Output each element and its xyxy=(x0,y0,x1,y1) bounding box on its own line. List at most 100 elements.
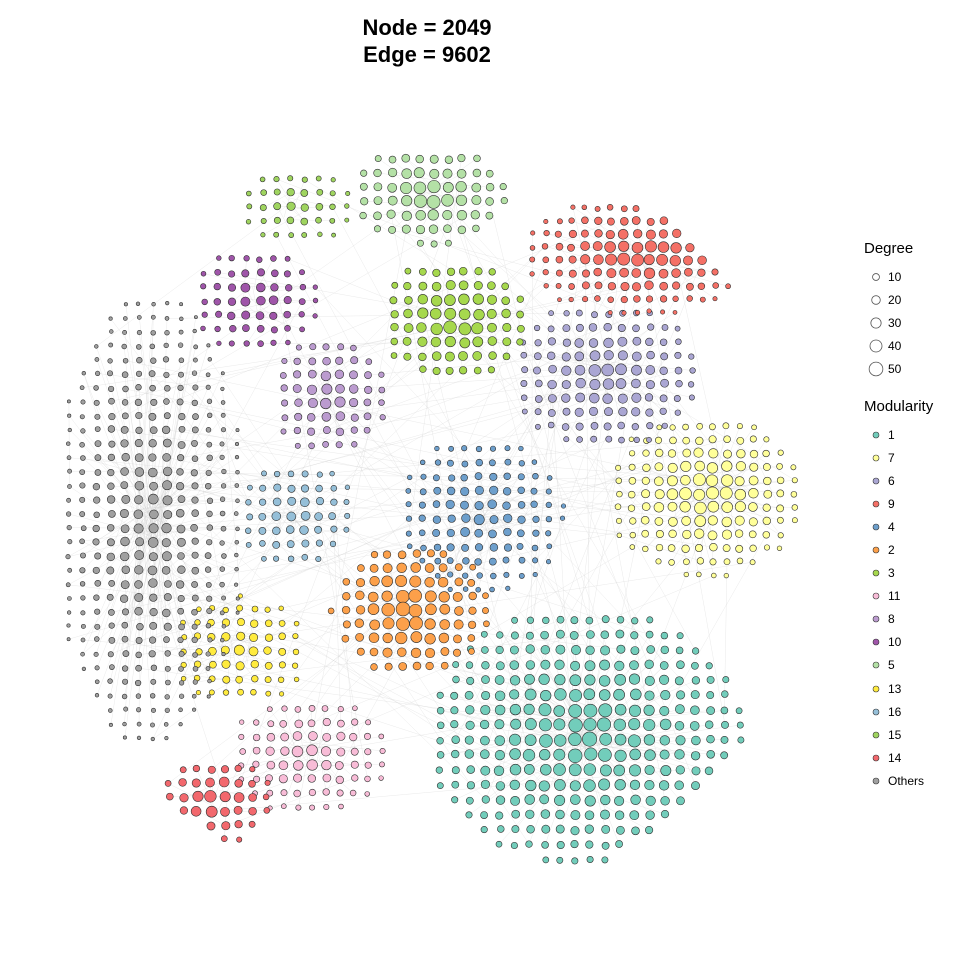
graph-node xyxy=(369,619,381,631)
graph-node xyxy=(258,527,267,535)
graph-node xyxy=(791,517,798,524)
modularity-legend-label: 8 xyxy=(888,612,895,627)
graph-edge xyxy=(111,416,156,534)
graph-node xyxy=(613,718,626,731)
graph-node xyxy=(660,352,669,361)
graph-node xyxy=(584,795,596,807)
graph-node xyxy=(149,636,157,644)
modularity-color-swatch xyxy=(864,590,888,602)
graph-node xyxy=(642,545,649,553)
graph-edge xyxy=(485,260,703,800)
graph-node xyxy=(471,195,482,206)
graph-node xyxy=(458,308,471,321)
graph-node xyxy=(504,458,512,466)
graph-node xyxy=(342,578,351,586)
graph-node xyxy=(191,778,201,788)
modularity-legend-item: 16 xyxy=(864,700,960,723)
graph-node xyxy=(509,689,520,700)
graph-node xyxy=(481,675,490,684)
graph-edge xyxy=(262,212,304,235)
graph-node xyxy=(94,357,100,362)
graph-node xyxy=(495,811,504,820)
graph-edge xyxy=(138,221,611,416)
graph-node xyxy=(234,454,240,460)
graph-node xyxy=(621,310,627,316)
graph-node xyxy=(509,703,522,716)
graph-node xyxy=(205,427,212,433)
modularity-color-swatch xyxy=(864,659,888,671)
graph-node xyxy=(585,645,595,655)
graph-node xyxy=(416,239,424,247)
graph-node xyxy=(79,414,85,420)
graph-node xyxy=(359,182,368,191)
graph-node xyxy=(164,707,170,713)
graph-edge xyxy=(109,512,153,682)
graph-node xyxy=(395,575,408,587)
graph-node xyxy=(286,201,296,211)
graph-node xyxy=(776,504,784,513)
graph-node xyxy=(218,776,230,788)
graph-node xyxy=(207,678,212,684)
graph-node xyxy=(360,169,368,177)
graph-node xyxy=(434,573,441,579)
graph-node xyxy=(92,524,100,533)
graph-edge xyxy=(393,333,468,356)
graph-node xyxy=(694,528,705,539)
graph-node xyxy=(675,646,684,655)
graph-node xyxy=(285,525,295,534)
graph-edge xyxy=(406,186,429,230)
graph-node xyxy=(707,500,720,513)
graph-node xyxy=(673,395,681,402)
graph-node xyxy=(538,673,550,685)
graph-edge xyxy=(211,769,214,812)
graph-node xyxy=(554,659,565,670)
graph-edge xyxy=(298,229,407,808)
graph-node xyxy=(672,228,682,239)
graph-node xyxy=(505,585,511,591)
graph-node xyxy=(605,230,615,240)
graph-node xyxy=(485,211,494,220)
graph-node xyxy=(256,256,263,263)
graph-node xyxy=(600,794,611,806)
graph-edge xyxy=(69,429,162,524)
graph-node xyxy=(134,398,143,407)
graph-node xyxy=(628,718,641,731)
graph-node xyxy=(221,468,227,475)
graph-node xyxy=(426,195,441,209)
graph-node xyxy=(109,664,115,670)
graph-edge xyxy=(147,534,237,570)
graph-edge xyxy=(535,574,636,800)
graph-node xyxy=(688,394,695,401)
graph-node xyxy=(396,589,410,604)
graph-node xyxy=(598,703,613,718)
graph-node xyxy=(443,320,457,334)
graph-node xyxy=(575,309,583,317)
graph-edge xyxy=(236,655,255,679)
graph-node xyxy=(482,592,489,600)
graph-node xyxy=(272,526,281,536)
graph-node xyxy=(148,552,158,562)
graph-node xyxy=(556,615,565,624)
graph-node xyxy=(238,733,245,740)
graph-node xyxy=(204,790,217,803)
graph-node xyxy=(645,365,656,375)
graph-node xyxy=(543,229,550,237)
graph-node xyxy=(488,459,496,467)
graph-node xyxy=(511,616,518,624)
graph-node xyxy=(163,636,170,643)
graph-node xyxy=(670,242,682,254)
graph-node xyxy=(386,209,396,219)
graph-node xyxy=(456,210,468,221)
graph-node xyxy=(689,721,700,731)
graph-node xyxy=(748,517,758,527)
graph-node xyxy=(164,385,171,392)
graph-node xyxy=(108,385,115,392)
graph-node xyxy=(123,302,128,307)
graph-node xyxy=(676,690,686,700)
graph-node xyxy=(391,281,399,289)
graph-node xyxy=(192,679,198,685)
graph-node xyxy=(628,673,641,685)
graph-node xyxy=(209,660,217,669)
graph-node xyxy=(582,731,598,747)
graph-node xyxy=(445,280,456,291)
